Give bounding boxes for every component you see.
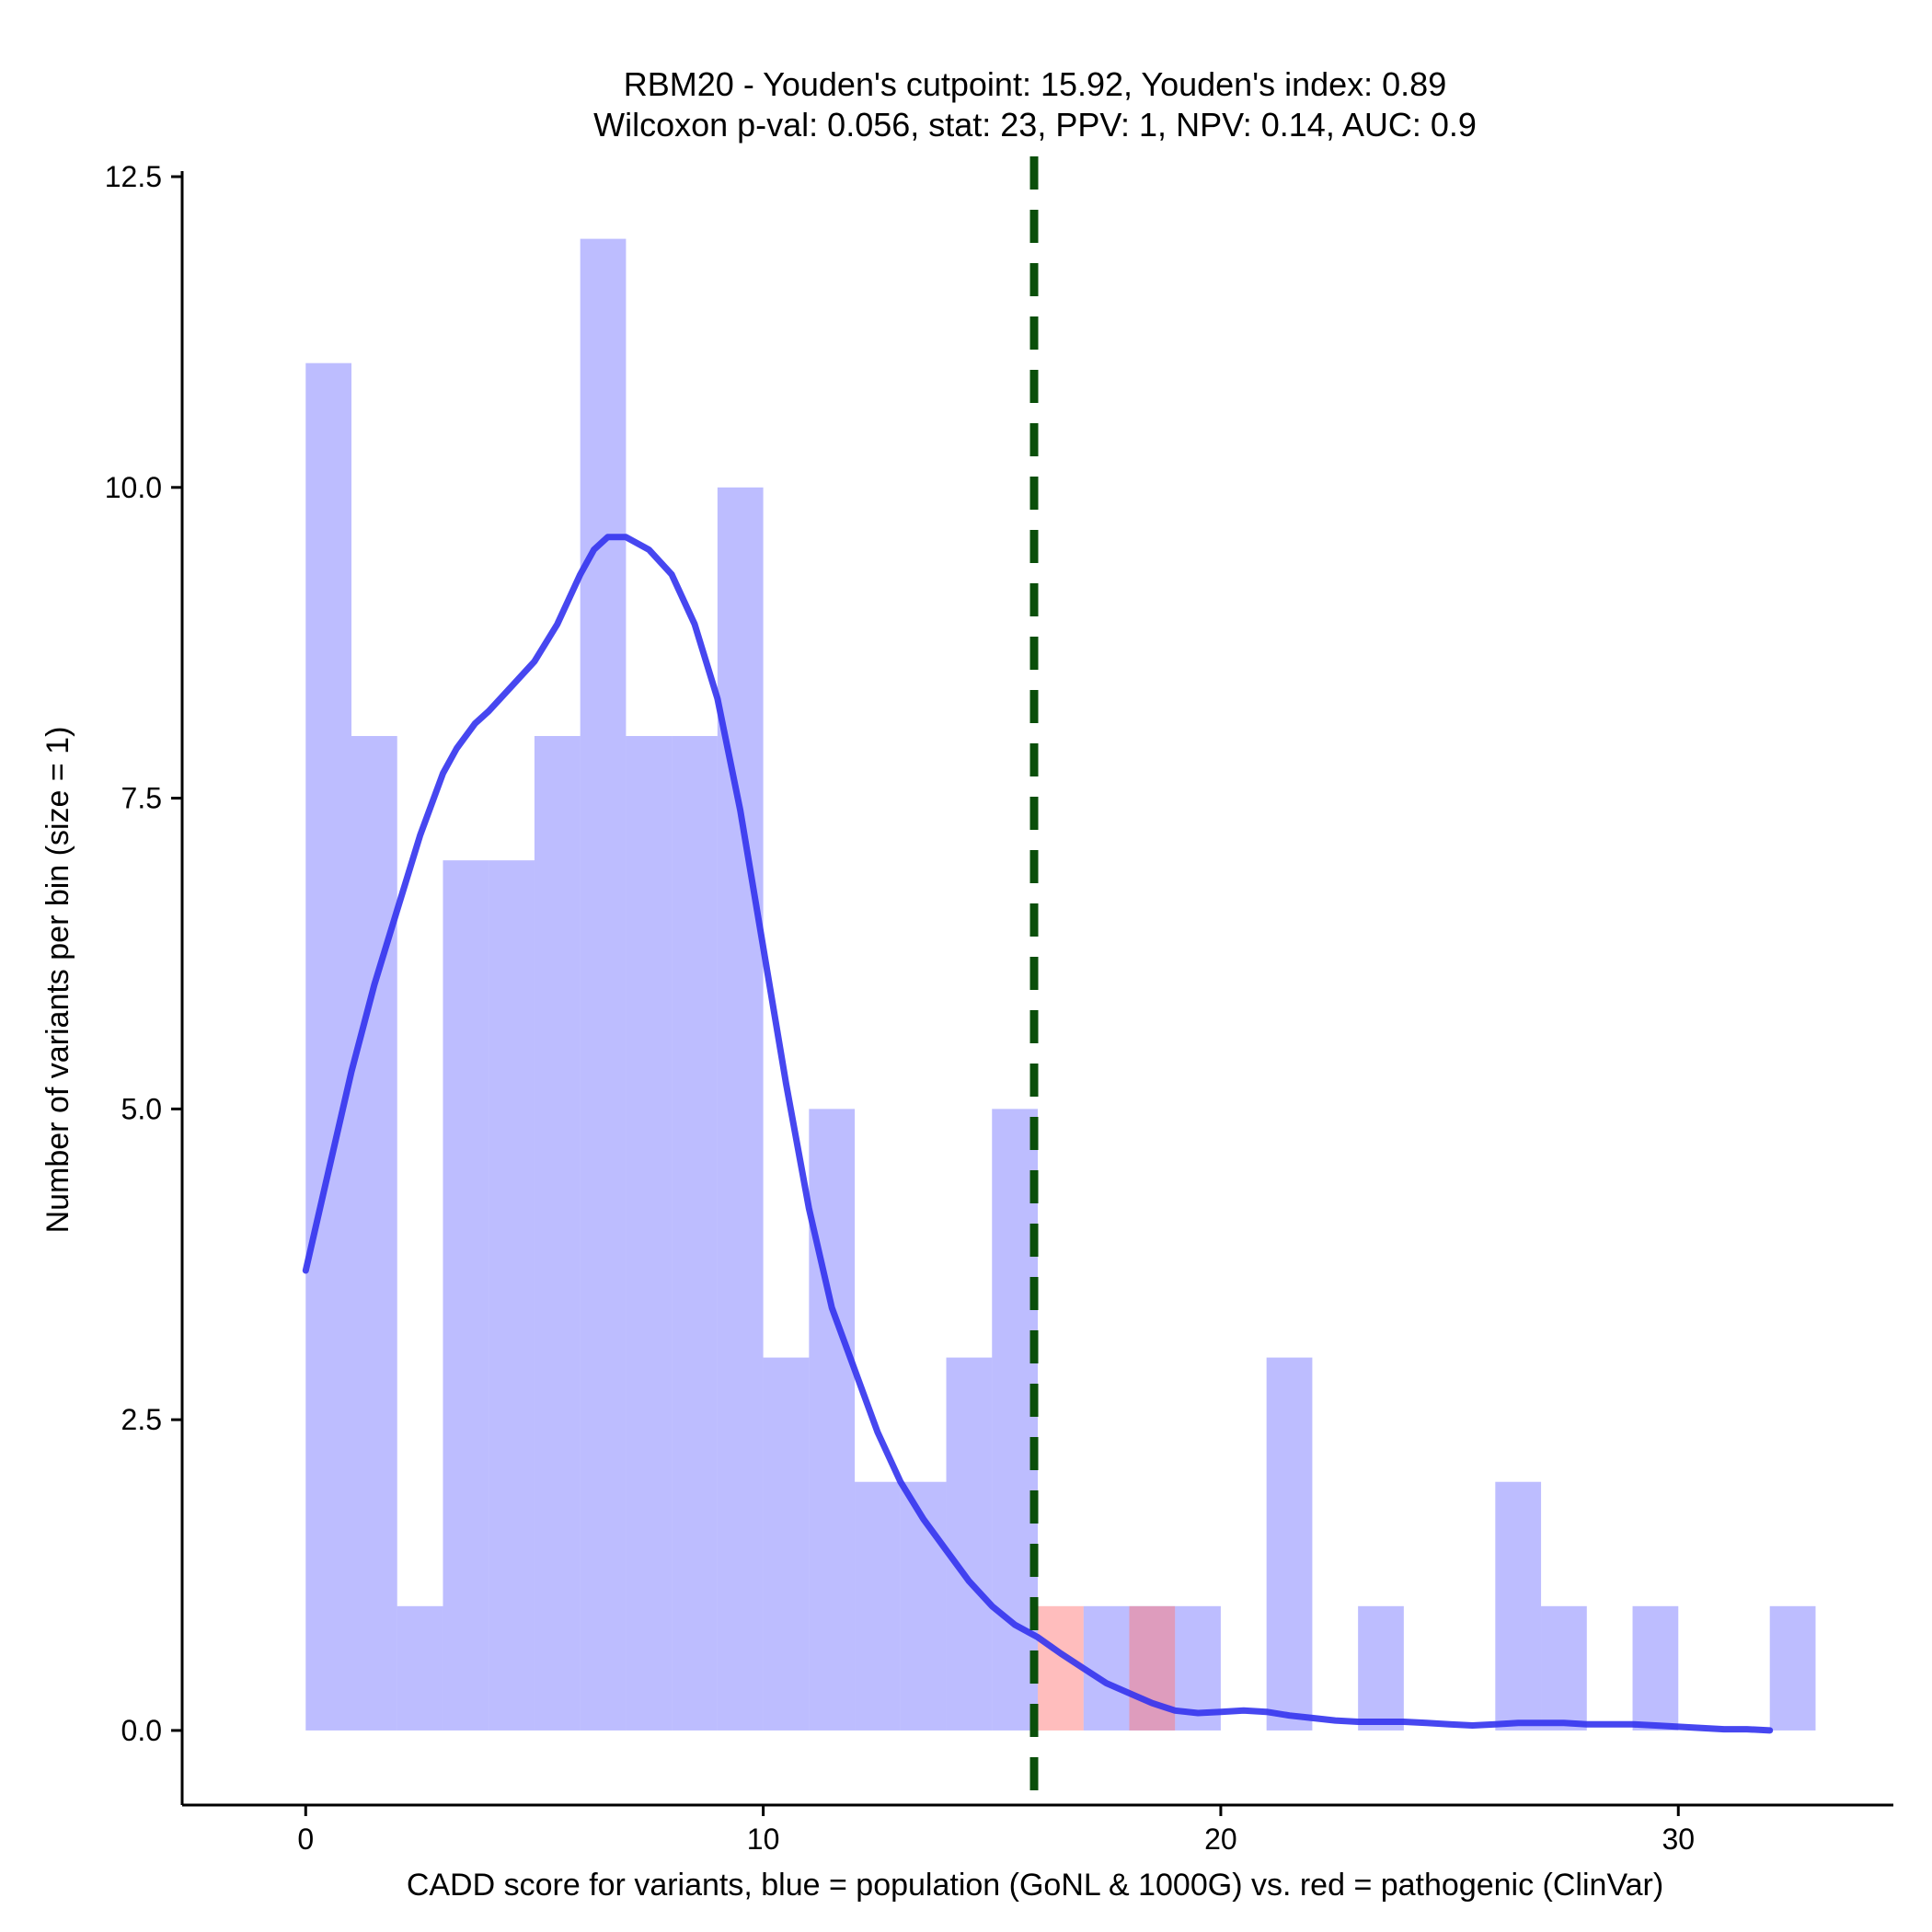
pathogenic-bar-18	[1129, 1605, 1176, 1731]
y-tick-label: 0.0	[121, 1714, 162, 1747]
population-bar-32	[1769, 1605, 1816, 1731]
y-axis-label: Number of variants per bin (size = 1)	[40, 727, 75, 1234]
population-bar-3	[443, 860, 489, 1731]
x-tick-label: 0	[297, 1823, 314, 1856]
population-bar-1	[351, 736, 397, 1731]
population-bar-4	[489, 860, 535, 1731]
population-bar-2	[397, 1605, 443, 1731]
population-bar-12	[855, 1481, 901, 1731]
population-bar-0	[305, 362, 352, 1731]
population-bars	[305, 238, 1816, 1731]
population-bar-17	[1083, 1605, 1130, 1731]
chart-title-line-2: Wilcoxon p-val: 0.056, stat: 23, PPV: 1,…	[593, 106, 1477, 144]
population-bar-7	[626, 736, 673, 1731]
population-bar-9	[717, 487, 764, 1731]
population-bar-5	[534, 736, 581, 1731]
population-bar-23	[1358, 1605, 1404, 1731]
x-tick-label: 10	[747, 1823, 780, 1856]
chart-title-line-1: RBM20 - Youden's cutpoint: 15.92, Youden…	[624, 65, 1446, 103]
y-tick-label: 7.5	[121, 782, 162, 815]
population-bar-10	[763, 1357, 810, 1731]
y-tick-label: 10.0	[105, 471, 162, 504]
density-curve	[302, 534, 1774, 1734]
population-bar-8	[672, 736, 718, 1731]
x-axis-ticks: 0 10 20 30	[297, 1805, 1695, 1856]
y-tick-label: 12.5	[105, 160, 162, 193]
population-bar-21	[1266, 1357, 1313, 1731]
population-bar-11	[809, 1109, 856, 1731]
y-tick-label: 2.5	[121, 1403, 162, 1436]
y-tick-label: 5.0	[121, 1092, 162, 1125]
pathogenic-bars	[1038, 1605, 1176, 1731]
population-bar-26	[1495, 1481, 1542, 1731]
pathogenic-bar-16	[1038, 1605, 1084, 1731]
population-bar-29	[1632, 1605, 1679, 1731]
y-axis-ticks: 0.0 2.5 5.0 7.5 10.0 12.5	[105, 160, 182, 1747]
x-tick-label: 30	[1662, 1823, 1695, 1856]
x-tick-label: 20	[1204, 1823, 1237, 1856]
population-bar-27	[1541, 1605, 1587, 1731]
population-bar-6	[580, 238, 627, 1731]
x-axis-label: CADD score for variants, blue = populati…	[407, 1868, 1663, 1903]
population-bar-14	[946, 1357, 993, 1731]
